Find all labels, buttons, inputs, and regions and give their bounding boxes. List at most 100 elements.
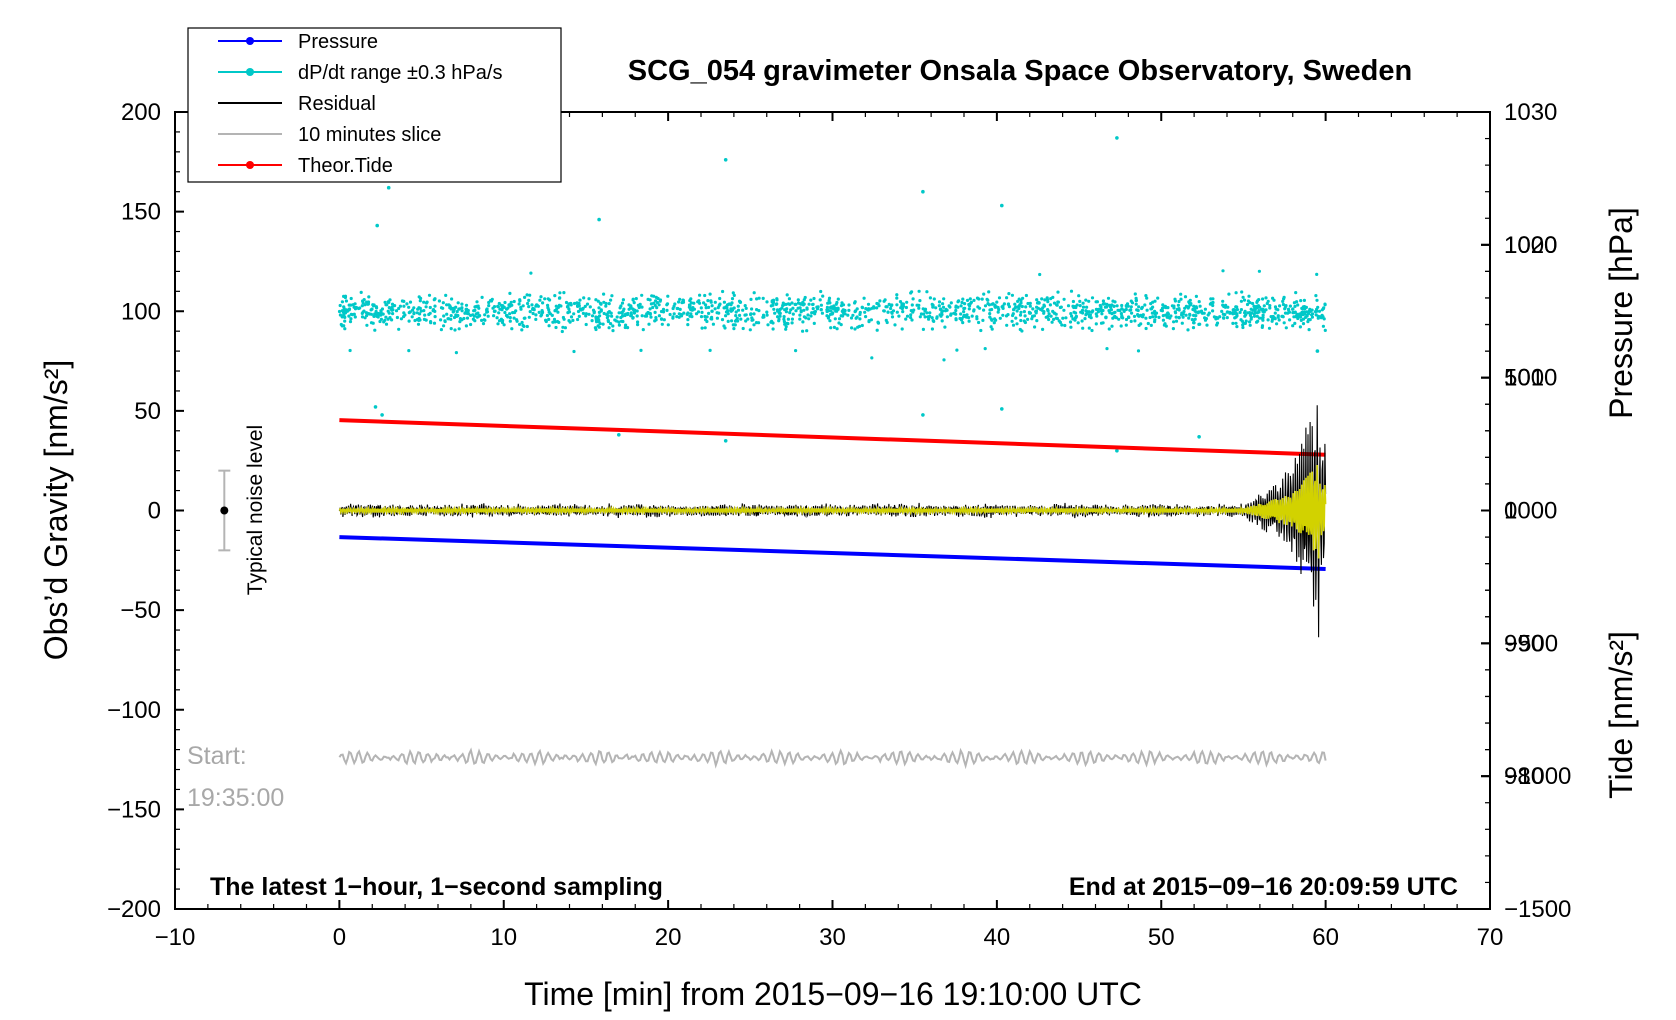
dpdt-dot <box>1113 314 1117 318</box>
dpdt-dot <box>704 306 708 310</box>
dpdt-dot <box>796 306 800 310</box>
dpdt-dot <box>444 293 448 297</box>
dpdt-dot <box>627 307 631 311</box>
dpdt-dot <box>568 320 572 324</box>
dpdt-dot <box>1024 305 1028 309</box>
dpdt-dot <box>972 309 976 313</box>
dpdt-dot <box>348 348 352 353</box>
dpdt-dot <box>875 306 879 310</box>
dpdt-dot <box>572 301 577 306</box>
dpdt-dot <box>527 315 531 319</box>
dpdt-dot <box>400 299 404 303</box>
dpdt-dot <box>901 304 906 308</box>
dpdt-dot <box>343 327 347 331</box>
pressure-tick-label: 1000 <box>1504 498 1557 525</box>
dpdt-dot <box>715 311 719 315</box>
dpdt-dot <box>1075 303 1079 307</box>
dpdt-dot <box>665 302 670 306</box>
dpdt-dot <box>799 302 803 306</box>
dpdt-dot <box>829 326 833 330</box>
dpdt-dot <box>875 328 879 332</box>
dpdt-dot <box>1115 304 1119 308</box>
dpdt-dot <box>1041 306 1045 310</box>
dpdt-dot <box>967 307 971 311</box>
dpdt-dot <box>1226 305 1230 309</box>
dpdt-dot <box>1105 347 1109 351</box>
dpdt-dot <box>1227 292 1231 296</box>
dpdt-dot <box>370 307 374 311</box>
dpdt-dot <box>636 323 640 327</box>
dpdt-dot <box>994 318 998 322</box>
dpdt-dot <box>522 324 526 328</box>
dpdt-dot <box>799 309 803 313</box>
dpdt-dot <box>978 306 982 310</box>
dpdt-dot <box>1203 307 1207 311</box>
dpdt-dot <box>732 327 736 331</box>
dpdt-dot <box>923 308 927 312</box>
dpdt-dot <box>726 309 730 313</box>
dpdt-dot <box>1134 298 1138 302</box>
dpdt-dot <box>1127 315 1131 319</box>
dpdt-dot <box>678 297 682 301</box>
dpdt-dot <box>827 298 831 303</box>
dpdt-dot <box>631 316 635 320</box>
dpdt-dot <box>802 315 807 319</box>
dpdt-dot <box>941 309 945 313</box>
dpdt-dot <box>343 319 347 323</box>
dpdt-dot <box>890 315 895 319</box>
legend-label: Pressure <box>298 31 378 53</box>
dpdt-dot <box>606 314 610 318</box>
dpdt-dot <box>748 328 752 332</box>
dpdt-dot <box>1281 302 1285 307</box>
dpdt-dot <box>423 313 427 317</box>
dpdt-dot <box>796 298 800 302</box>
dpdt-dot <box>595 320 599 324</box>
dpdt-dot <box>895 303 899 307</box>
dpdt-dot <box>617 323 622 327</box>
dpdt-dot <box>1069 289 1074 293</box>
dpdt-dot <box>1090 310 1094 314</box>
dpdt-dot <box>1043 298 1047 302</box>
dpdt-dot <box>1288 318 1292 322</box>
dpdt-dot <box>1023 314 1027 318</box>
dpdt-dot <box>1149 302 1153 306</box>
dpdt-dot <box>1107 327 1111 331</box>
y-tick-label: −100 <box>107 697 161 724</box>
dpdt-dot <box>408 300 413 304</box>
dpdt-dot <box>1277 318 1281 322</box>
dpdt-dot <box>776 309 780 313</box>
dpdt-dot <box>415 318 419 322</box>
dpdt-dot <box>383 318 387 322</box>
dpdt-dot <box>1197 310 1201 314</box>
dpdt-dot <box>380 307 384 311</box>
dpdt-dot <box>1183 295 1188 299</box>
dpdt-dot <box>1282 297 1286 301</box>
dpdt-dot <box>947 304 951 308</box>
dpdt-dot <box>1153 312 1157 316</box>
dpdt-dot <box>486 314 490 318</box>
dpdt-dot <box>743 304 747 308</box>
dpdt-dot <box>932 319 936 323</box>
dpdt-dot <box>449 307 453 311</box>
dpdt-dot <box>525 293 529 297</box>
dpdt-dot <box>1197 300 1201 304</box>
dpdt-dot <box>996 310 1000 314</box>
dpdt-dot <box>1211 309 1215 313</box>
dpdt-dot <box>1133 319 1137 323</box>
dpdt-dot <box>369 321 374 325</box>
dpdt-dot <box>737 299 742 303</box>
dpdt-dot <box>1247 294 1251 298</box>
dpdt-dot <box>897 314 901 318</box>
dpdt-dot <box>811 307 815 311</box>
dpdt-dot <box>1145 296 1149 300</box>
legend-marker <box>246 37 254 45</box>
dpdt-dot <box>340 309 344 313</box>
dpdt-dot <box>956 305 960 309</box>
dpdt-dot <box>1007 305 1012 309</box>
dpdt-dot <box>1020 329 1024 333</box>
dpdt-dot <box>561 325 565 329</box>
dpdt-dot <box>832 325 837 329</box>
dpdt-dot <box>1064 316 1068 320</box>
dpdt-dot <box>891 309 896 313</box>
dpdt-dot <box>1278 304 1282 308</box>
